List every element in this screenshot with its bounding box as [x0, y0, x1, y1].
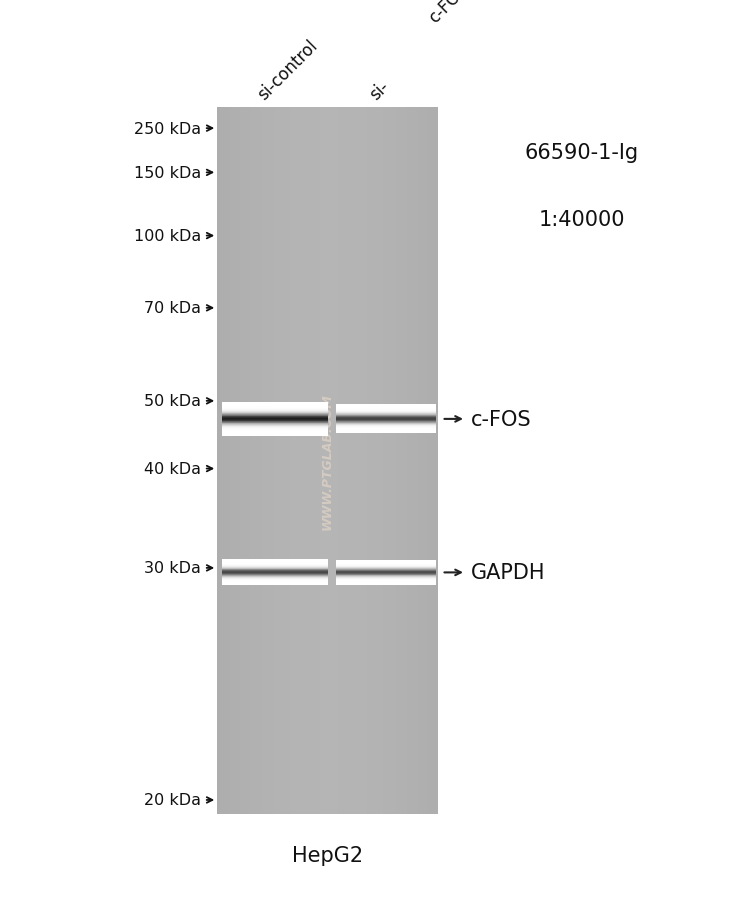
Text: 50 kDa: 50 kDa — [144, 394, 201, 409]
Text: c-FOS: c-FOS — [471, 410, 531, 429]
Text: WWW.PTGLAB.COM: WWW.PTGLAB.COM — [321, 392, 334, 529]
Text: 40 kDa: 40 kDa — [144, 462, 201, 476]
Text: 70 kDa: 70 kDa — [144, 301, 201, 316]
Text: 150 kDa: 150 kDa — [134, 166, 201, 180]
Text: si-: si- — [366, 78, 392, 104]
Text: si-control: si-control — [255, 37, 322, 104]
Text: HepG2: HepG2 — [292, 845, 363, 865]
Text: 1:40000: 1:40000 — [538, 210, 625, 230]
Text: 250 kDa: 250 kDa — [134, 122, 201, 136]
Text: GAPDH: GAPDH — [471, 563, 545, 583]
Text: 66590-1-Ig: 66590-1-Ig — [524, 143, 639, 162]
Text: 30 kDa: 30 kDa — [144, 561, 201, 575]
Text: 100 kDa: 100 kDa — [134, 229, 201, 244]
Text: 20 kDa: 20 kDa — [144, 793, 201, 807]
Text: c-FOS: c-FOS — [425, 0, 472, 27]
